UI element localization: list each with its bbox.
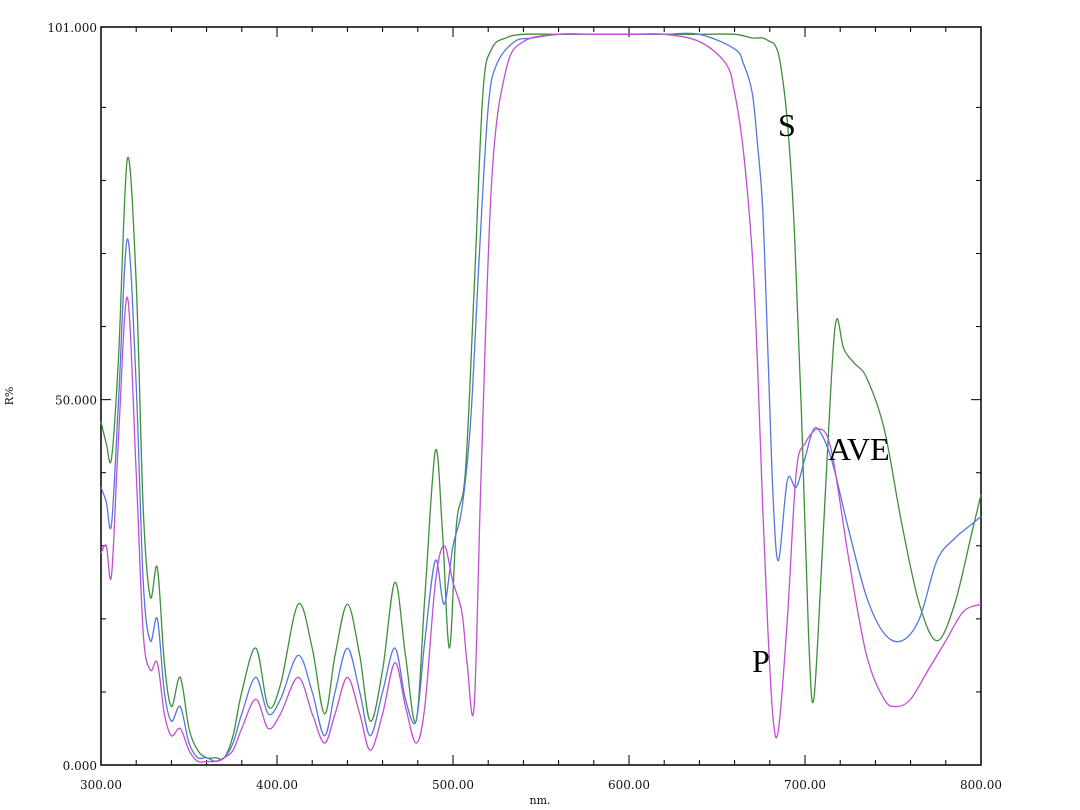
series-label-ave: AVE bbox=[828, 431, 890, 467]
x-tick-label: 600.00 bbox=[608, 778, 650, 792]
series-label-p: P bbox=[752, 643, 770, 679]
x-tick-label: 400.00 bbox=[256, 778, 298, 792]
x-tick-label: 800.00 bbox=[960, 778, 1002, 792]
series-lines bbox=[100, 32, 982, 763]
series-label-s: S bbox=[778, 107, 796, 143]
y-tick-label: 0.000 bbox=[63, 759, 97, 773]
series-line-s bbox=[100, 33, 982, 760]
axis-ticks bbox=[100, 26, 982, 766]
y-tick-label: 101.000 bbox=[47, 21, 97, 35]
x-axis-label: nm. bbox=[529, 794, 550, 807]
x-tick-label: 300.00 bbox=[80, 778, 122, 792]
series-line-p bbox=[100, 33, 982, 763]
series-line-ave bbox=[100, 32, 982, 762]
x-tick-label: 500.00 bbox=[432, 778, 474, 792]
y-axis-label: R% bbox=[3, 387, 16, 406]
plot-frame bbox=[100, 26, 982, 766]
axis-tick-labels: 300.00 400.00 500.00 600.00 700.00 800.00 0.00… bbox=[47, 21, 1002, 792]
y-tick-label: 50.000 bbox=[55, 394, 97, 408]
x-tick-label: 700.00 bbox=[784, 778, 826, 792]
